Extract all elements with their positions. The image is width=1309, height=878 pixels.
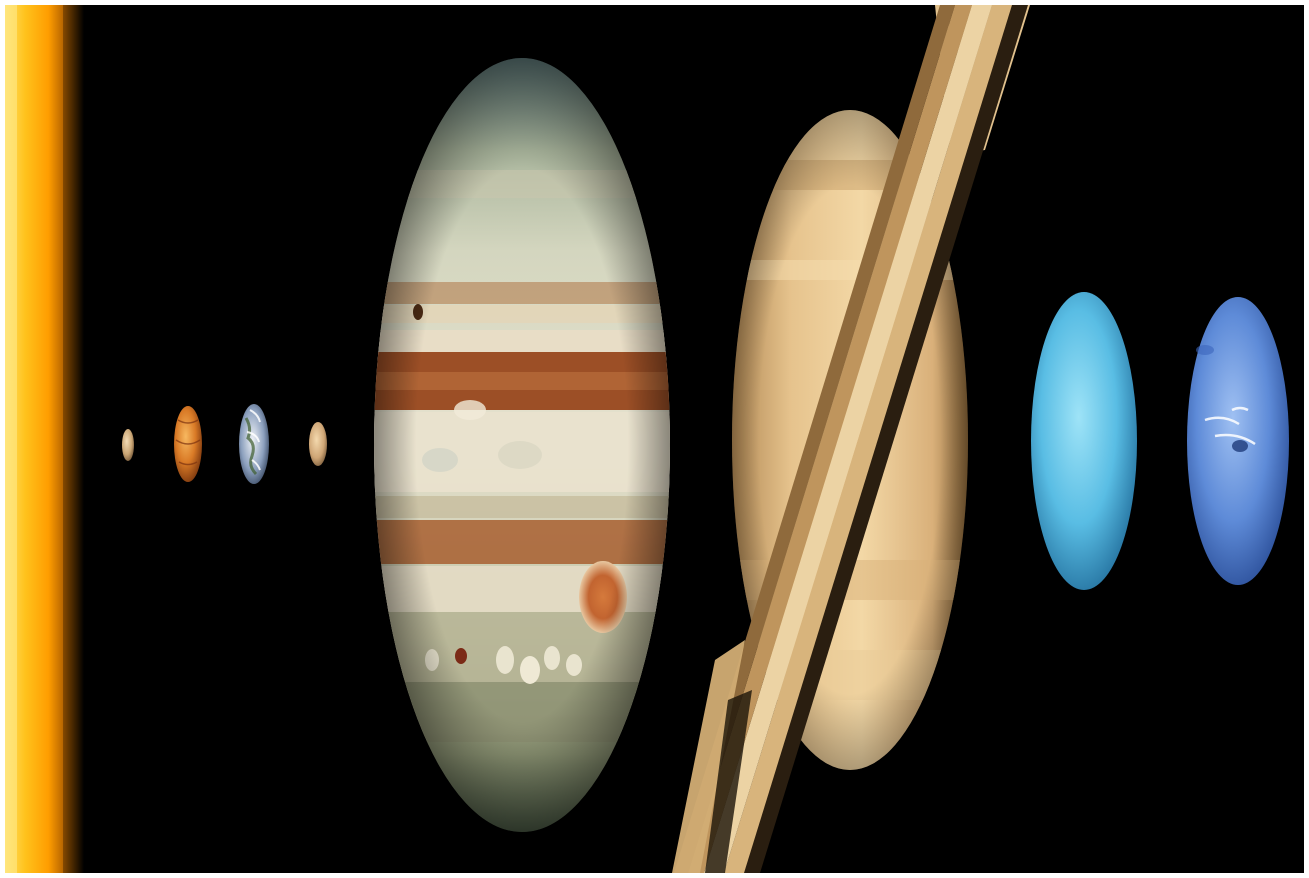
saturn bbox=[672, 5, 1030, 873]
uranus bbox=[1031, 292, 1137, 590]
neptune bbox=[1187, 297, 1289, 585]
sun bbox=[5, 5, 84, 873]
jupiter bbox=[374, 58, 670, 832]
earth bbox=[239, 404, 269, 484]
mercury bbox=[122, 429, 134, 461]
venus bbox=[174, 406, 202, 482]
mars bbox=[309, 422, 327, 466]
